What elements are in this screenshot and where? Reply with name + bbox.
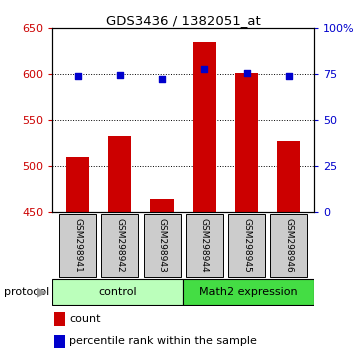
Text: ▶: ▶ bbox=[37, 286, 46, 298]
Bar bbox=[183, 279, 314, 305]
Bar bbox=[108, 136, 131, 354]
FancyBboxPatch shape bbox=[101, 214, 139, 276]
FancyBboxPatch shape bbox=[270, 214, 307, 276]
Text: GSM298945: GSM298945 bbox=[242, 218, 251, 273]
Point bbox=[201, 66, 207, 72]
FancyBboxPatch shape bbox=[59, 214, 96, 276]
Bar bbox=[52, 279, 183, 305]
Text: GSM298944: GSM298944 bbox=[200, 218, 209, 273]
Bar bbox=[54, 335, 65, 348]
Text: protocol: protocol bbox=[4, 287, 49, 297]
FancyBboxPatch shape bbox=[144, 214, 180, 276]
Text: GSM298942: GSM298942 bbox=[116, 218, 125, 273]
Bar bbox=[66, 157, 89, 354]
Point bbox=[75, 73, 81, 79]
FancyBboxPatch shape bbox=[186, 214, 223, 276]
Text: Math2 expression: Math2 expression bbox=[199, 287, 298, 297]
Bar bbox=[54, 313, 65, 326]
Bar bbox=[277, 141, 300, 354]
Text: count: count bbox=[69, 314, 101, 324]
Text: control: control bbox=[99, 287, 137, 297]
Bar bbox=[193, 42, 216, 354]
Point bbox=[244, 70, 249, 76]
Bar bbox=[235, 73, 258, 354]
Text: GSM298943: GSM298943 bbox=[158, 218, 166, 273]
Point bbox=[117, 73, 123, 78]
Title: GDS3436 / 1382051_at: GDS3436 / 1382051_at bbox=[106, 14, 261, 27]
Bar bbox=[151, 199, 174, 354]
Point bbox=[159, 76, 165, 82]
Text: GSM298946: GSM298946 bbox=[284, 218, 293, 273]
Text: percentile rank within the sample: percentile rank within the sample bbox=[69, 336, 257, 346]
Point bbox=[286, 73, 292, 79]
FancyBboxPatch shape bbox=[228, 214, 265, 276]
Text: GSM298941: GSM298941 bbox=[73, 218, 82, 273]
